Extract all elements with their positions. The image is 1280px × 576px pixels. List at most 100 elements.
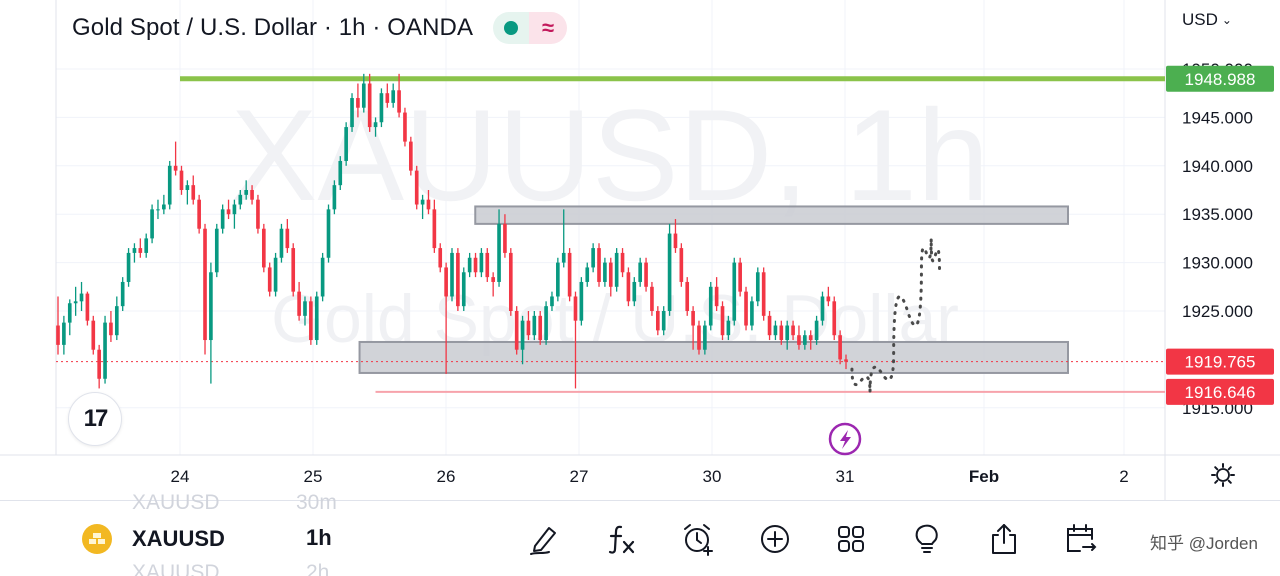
candle-body: [755, 272, 760, 302]
candle-128: [808, 330, 813, 350]
projection-path[interactable]: [850, 238, 942, 393]
candle-body: [85, 293, 90, 321]
candle-35: [261, 223, 266, 273]
time-tick-label-5: 31: [836, 467, 855, 486]
candle-4: [79, 281, 84, 311]
candle-body: [491, 277, 495, 282]
candle-body: [573, 296, 578, 321]
candle-body: [267, 267, 272, 292]
alarm-add-icon[interactable]: [680, 521, 716, 557]
pen-icon[interactable]: [526, 521, 562, 557]
candle-53: [367, 73, 372, 132]
candle-19: [167, 160, 172, 210]
candle-123: [779, 320, 784, 345]
share-icon[interactable]: [986, 521, 1022, 557]
candle-8: [103, 315, 107, 384]
candle-0: [56, 296, 60, 355]
horizontal-lines[interactable]: [56, 76, 1165, 393]
candle-71: [473, 252, 478, 278]
candle-body: [767, 315, 772, 336]
symbol-label: XAUUSD: [132, 526, 225, 551]
candle-70: [467, 252, 472, 278]
candle-body: [673, 233, 678, 249]
price-chart[interactable]: XAUUSD, 1h Gold Spot / U.S. Dollar 1950.…: [0, 0, 1280, 500]
interval-selector[interactable]: 1h: [306, 525, 332, 550]
candle-124: [785, 320, 790, 350]
candle-body: [361, 83, 366, 108]
candle-body: [797, 335, 801, 345]
time-tick-label-4: 30: [703, 467, 722, 486]
candle-5: [85, 291, 90, 326]
candle-body: [397, 90, 401, 113]
candle-body: [126, 252, 131, 282]
grid-icon[interactable]: [833, 521, 869, 557]
support-price-label: 1916.646: [1166, 378, 1274, 405]
time-tick-label-2: 26: [437, 467, 456, 486]
calendar-range-icon[interactable]: [1062, 521, 1098, 557]
candle-30: [232, 199, 237, 229]
candle-body: [414, 170, 419, 205]
bottom-toolbar[interactable]: XAUUSD 30m XAUUSD 2h XAUUSD 1h 知乎 @Jorde…: [0, 491, 1280, 576]
candle-body: [567, 252, 572, 297]
status-pill[interactable]: ≈: [493, 12, 568, 44]
candle-body: [826, 296, 831, 302]
candle-77: [508, 248, 513, 316]
fx-icon[interactable]: [604, 521, 640, 557]
candle-body: [479, 252, 484, 273]
chart-area[interactable]: XAUUSD, 1h Gold Spot / U.S. Dollar 1950.…: [0, 0, 1280, 500]
candle-69: [461, 267, 466, 311]
candle-body: [497, 223, 501, 282]
tradingview-logo[interactable]: 17: [68, 392, 122, 446]
candle-body: [456, 252, 460, 307]
candle-18: [162, 194, 166, 215]
candle-26: [209, 262, 213, 384]
candle-80: [526, 311, 531, 341]
chart-title[interactable]: Gold Spot / U.S. Dollar · 1h · OANDA: [72, 14, 474, 41]
candle-body: [232, 204, 237, 215]
lightbulb-icon[interactable]: [909, 521, 945, 557]
symbol-selector[interactable]: XAUUSD: [82, 523, 225, 555]
zones[interactable]: [358, 205, 1069, 374]
candle-body: [503, 223, 507, 253]
candle-11: [120, 277, 125, 311]
wave-icon[interactable]: ≈: [529, 12, 568, 44]
candle-95: [614, 248, 619, 292]
time-axis[interactable]: 24 25 26 27 30 31 Feb 2: [171, 467, 1129, 486]
candle-58: [397, 73, 401, 118]
candle-body: [844, 359, 848, 362]
candle-body: [444, 267, 448, 297]
gold-bars-icon: [82, 524, 112, 554]
candle-12: [126, 248, 131, 287]
candle-body: [97, 349, 101, 379]
candle-100: [644, 257, 648, 292]
plus-circle-icon[interactable]: [757, 521, 793, 557]
candle-body: [220, 209, 225, 229]
candle-36: [267, 262, 272, 297]
title-bar[interactable]: Gold Spot / U.S. Dollar · 1h · OANDA ≈: [72, 12, 568, 44]
currency-selector[interactable]: USD ⌄: [1182, 10, 1232, 30]
gear-icon[interactable]: [1210, 462, 1236, 488]
candle-body: [385, 93, 390, 103]
candle-body: [261, 228, 266, 268]
candle-1: [62, 315, 66, 355]
candle-body: [744, 291, 748, 326]
candle-45: [320, 252, 325, 302]
candle-body: [67, 303, 72, 323]
event-marker[interactable]: [828, 422, 862, 456]
support-label-text: 1916.646: [1185, 383, 1256, 402]
candle-112: [714, 277, 719, 311]
candle-92: [597, 243, 601, 287]
candle-body: [661, 311, 666, 331]
candle-61: [414, 165, 419, 210]
candle-body: [173, 165, 178, 171]
last-price-label-text: 1919.765: [1185, 353, 1256, 372]
market-status[interactable]: [493, 12, 530, 44]
candle-55: [379, 88, 384, 128]
candle-body: [532, 315, 537, 336]
candle-74: [491, 272, 495, 297]
candle-105: [673, 219, 678, 253]
candle-3: [73, 286, 78, 316]
candle-body: [91, 320, 96, 350]
price-tick-label-1: 1945.000: [1182, 108, 1253, 127]
candle-14: [138, 238, 143, 258]
